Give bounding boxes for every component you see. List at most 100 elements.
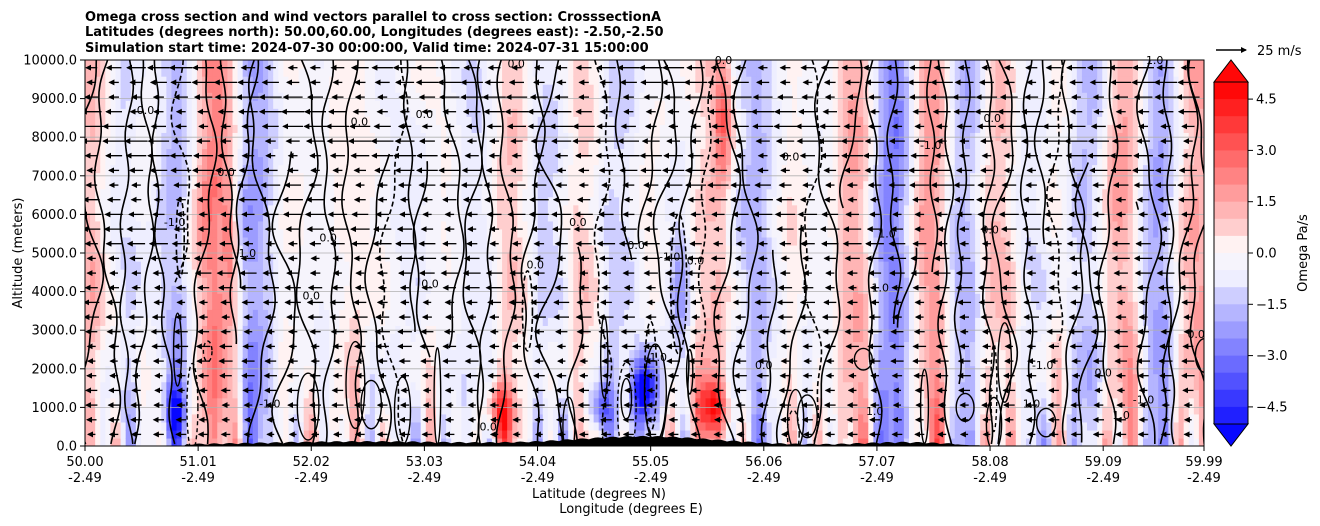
omega-cell bbox=[278, 196, 284, 206]
omega-cell bbox=[181, 84, 188, 93]
omega-cell bbox=[293, 172, 300, 182]
omega-cell bbox=[90, 389, 96, 399]
omega-cell bbox=[130, 156, 137, 166]
omega-cell bbox=[135, 140, 142, 150]
omega-cell bbox=[263, 285, 269, 294]
omega-cell bbox=[466, 196, 473, 206]
omega-cell bbox=[354, 220, 361, 230]
omega-cell bbox=[415, 156, 422, 166]
omega-cell bbox=[486, 76, 493, 85]
omega-cell bbox=[161, 429, 167, 439]
omega-cell bbox=[471, 100, 478, 109]
omega-cell bbox=[201, 228, 208, 238]
omega-cell bbox=[283, 381, 290, 391]
omega-cell bbox=[298, 132, 305, 142]
omega-cell bbox=[451, 228, 457, 238]
omega-cell bbox=[542, 261, 549, 270]
omega-cell bbox=[456, 421, 462, 431]
omega-cell bbox=[278, 333, 284, 343]
omega-cell bbox=[527, 277, 534, 286]
omega-cell bbox=[456, 341, 462, 351]
omega-cell bbox=[247, 261, 254, 270]
omega-cell bbox=[476, 156, 483, 166]
omega-cell bbox=[283, 389, 290, 399]
omega-cell bbox=[451, 317, 457, 326]
omega-cell bbox=[420, 253, 427, 262]
omega-cell bbox=[588, 301, 595, 310]
omega-cell bbox=[115, 156, 122, 166]
omega-cell bbox=[156, 317, 162, 326]
omega-cell bbox=[105, 76, 112, 85]
omega-cell bbox=[283, 140, 290, 150]
omega-cell bbox=[497, 333, 503, 343]
omega-cell bbox=[334, 108, 340, 117]
omega-cell bbox=[247, 76, 254, 85]
omega-cell bbox=[140, 236, 147, 246]
omega-cell bbox=[374, 108, 381, 117]
omega-cell bbox=[232, 437, 239, 446]
omega-cell bbox=[471, 437, 478, 446]
omega-cell bbox=[151, 349, 157, 359]
omega-cell bbox=[263, 381, 269, 391]
omega-cell bbox=[410, 285, 417, 294]
omega-cell bbox=[456, 293, 462, 302]
omega-cell bbox=[547, 301, 554, 310]
omega-cell bbox=[227, 349, 234, 359]
omega-cell bbox=[283, 309, 290, 318]
omega-cell bbox=[573, 76, 579, 85]
omega-cell bbox=[151, 244, 157, 254]
omega-cell bbox=[415, 196, 422, 206]
omega-cell bbox=[176, 333, 183, 343]
omega-cell bbox=[293, 196, 300, 206]
omega-cell bbox=[257, 349, 264, 359]
omega-cell bbox=[151, 277, 157, 286]
omega-cell bbox=[334, 220, 340, 230]
omega-cell bbox=[268, 164, 274, 174]
omega-cell bbox=[288, 84, 295, 93]
omega-cell bbox=[120, 76, 127, 85]
omega-cell bbox=[456, 100, 462, 109]
omega-cell bbox=[303, 269, 310, 278]
omega-cell bbox=[278, 156, 284, 166]
omega-cell bbox=[329, 132, 335, 142]
omega-cell bbox=[166, 148, 173, 158]
omega-cell bbox=[334, 301, 340, 310]
omega-cell bbox=[222, 397, 229, 407]
omega-cell bbox=[588, 100, 595, 109]
omega-cell bbox=[324, 148, 330, 158]
omega-cell bbox=[395, 188, 401, 198]
omega-cell bbox=[578, 132, 585, 142]
omega-cell bbox=[196, 333, 203, 343]
omega-cell bbox=[329, 413, 335, 423]
omega-cell bbox=[522, 405, 529, 415]
omega-cell bbox=[354, 389, 361, 399]
omega-cell bbox=[471, 373, 478, 383]
omega-cell bbox=[441, 140, 447, 150]
omega-cell bbox=[268, 405, 274, 415]
omega-cell bbox=[405, 253, 412, 262]
omega-cell bbox=[252, 357, 259, 367]
omega-cell bbox=[415, 100, 422, 109]
omega-cell bbox=[608, 333, 615, 343]
omega-cell bbox=[593, 236, 600, 246]
omega-cell bbox=[364, 180, 371, 190]
omega-cell bbox=[151, 196, 157, 206]
omega-cell bbox=[212, 373, 218, 383]
omega-cell bbox=[563, 148, 569, 158]
omega-cell bbox=[120, 261, 127, 270]
omega-cell bbox=[146, 212, 152, 222]
omega-cell bbox=[522, 373, 529, 383]
omega-cell bbox=[339, 84, 346, 93]
omega-cell bbox=[293, 389, 300, 399]
omega-cell bbox=[497, 309, 503, 318]
omega-cell bbox=[369, 285, 376, 294]
omega-cell bbox=[237, 381, 244, 391]
omega-cell bbox=[227, 68, 234, 77]
omega-cell bbox=[486, 397, 493, 407]
omega-cell bbox=[105, 317, 112, 326]
omega-cell bbox=[339, 60, 346, 69]
omega-cell bbox=[257, 116, 264, 125]
omega-cell bbox=[573, 381, 579, 391]
omega-cell bbox=[430, 285, 437, 294]
omega-cell bbox=[293, 357, 300, 367]
